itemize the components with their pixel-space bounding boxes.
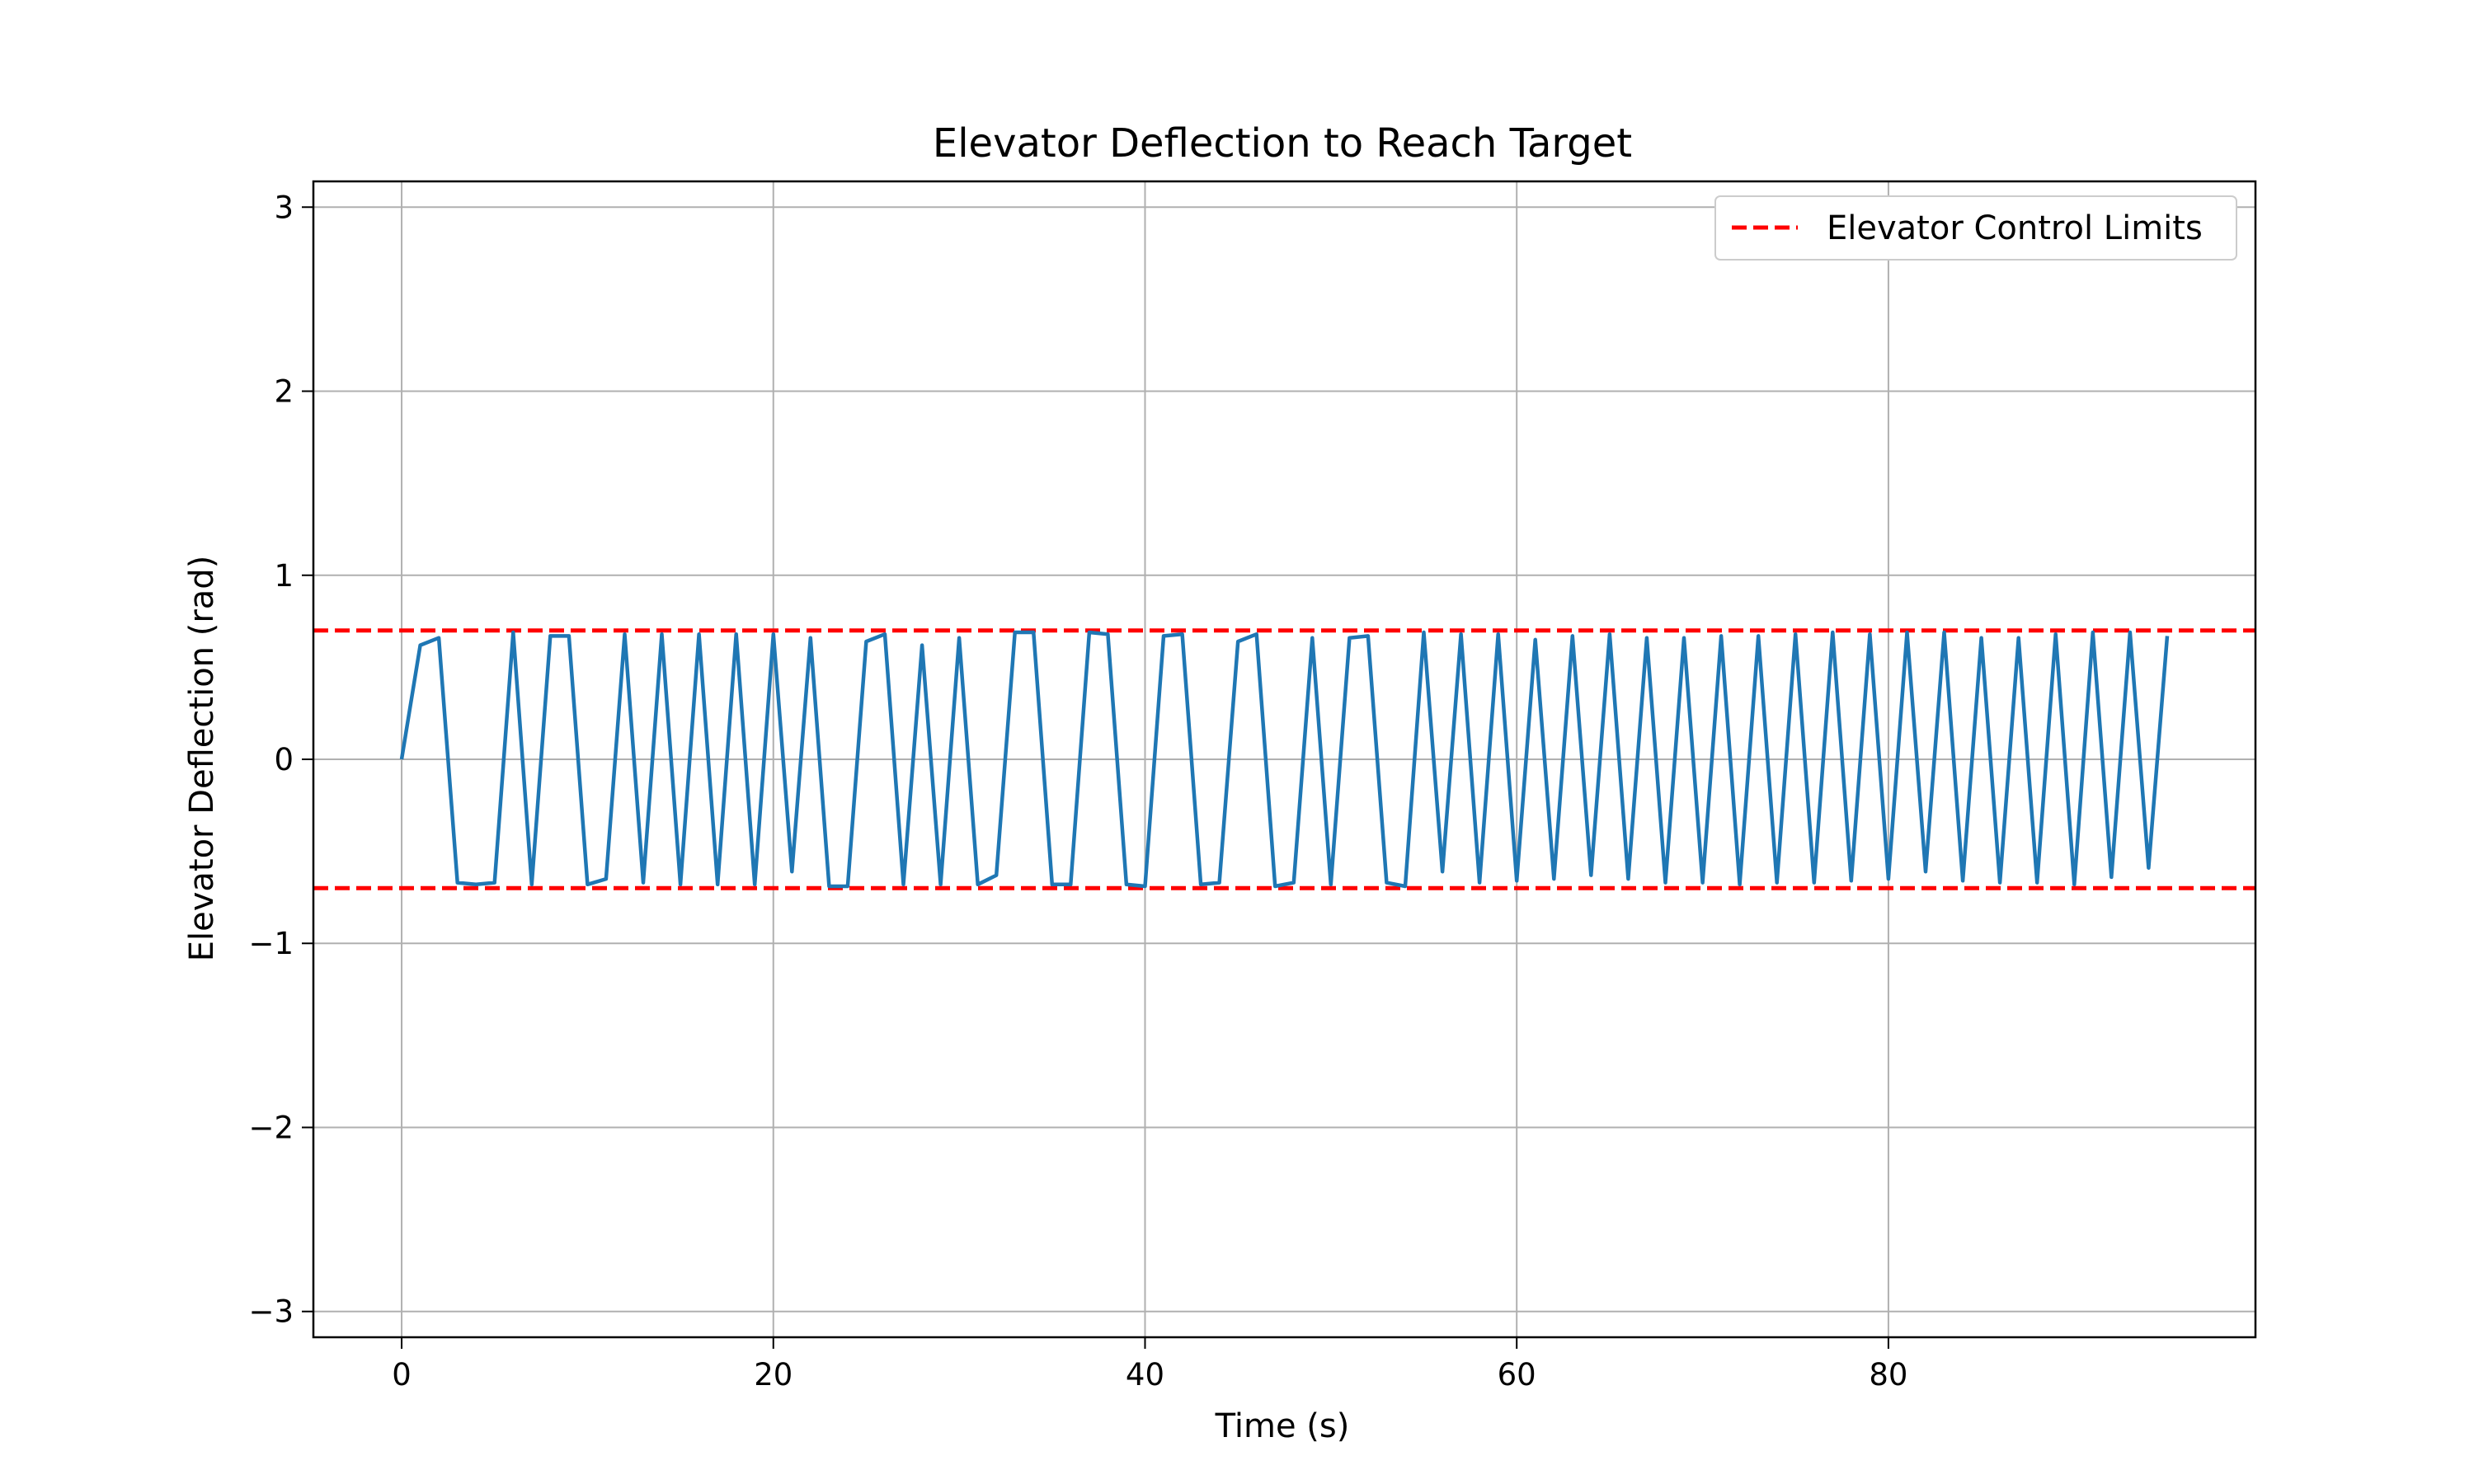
y-tick-label: 1 [274, 558, 294, 594]
legend-label: Elevator Control Limits [1827, 209, 2203, 247]
y-axis-label: Elevator Deflection (rad) [183, 556, 221, 962]
reference-lines [313, 628, 2255, 890]
x-tick-label: 40 [1126, 1357, 1164, 1392]
y-tick-label: 3 [274, 190, 294, 225]
x-axis-label: Time (s) [1215, 1407, 1350, 1445]
x-axis-ticks: 0 20 40 60 80 [392, 1337, 1907, 1392]
y-tick-label: −2 [248, 1110, 294, 1145]
chart-title: Elevator Deflection to Reach Target [933, 120, 1632, 167]
y-tick-label: 0 [274, 742, 294, 777]
y-tick-label: −3 [248, 1294, 294, 1330]
legend: Elevator Control Limits [1714, 195, 2237, 261]
legend-box [1714, 195, 2237, 261]
y-tick-label: 2 [274, 374, 294, 410]
x-tick-label: 80 [1869, 1357, 1907, 1392]
x-tick-label: 0 [392, 1357, 412, 1392]
y-tick-label: −1 [248, 926, 294, 961]
x-tick-label: 60 [1498, 1357, 1536, 1392]
x-tick-label: 20 [754, 1357, 793, 1392]
series-group [399, 630, 2170, 889]
grid [313, 181, 2255, 1337]
series-line [399, 630, 2170, 889]
y-axis-ticks: −3 −2 −1 0 1 2 3 [248, 190, 313, 1330]
